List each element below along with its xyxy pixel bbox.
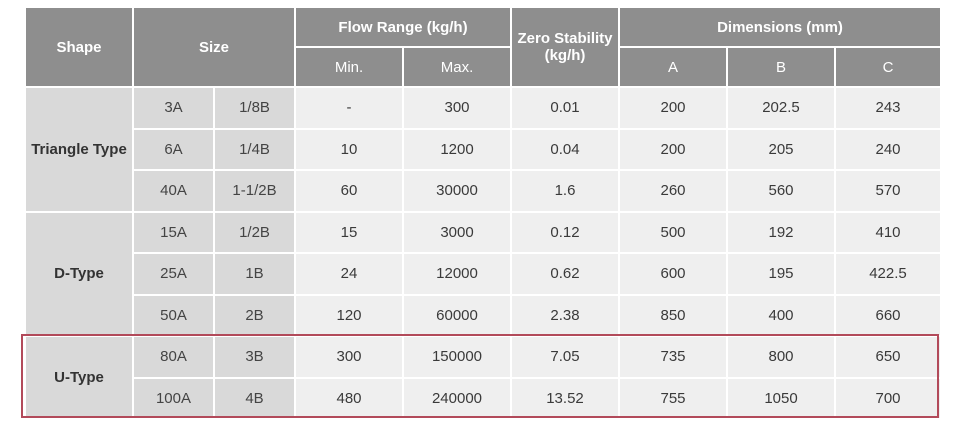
zero-cell: 0.01 xyxy=(510,86,620,130)
size-b-cell: 2B xyxy=(213,293,296,337)
a-cell: 600 xyxy=(618,252,728,296)
b-cell: 560 xyxy=(726,169,836,213)
header-zero-stability: Zero Stability (kg/h) xyxy=(510,6,620,88)
c-cell: 243 xyxy=(834,86,942,130)
header-c: C xyxy=(834,46,942,88)
b-cell: 400 xyxy=(726,293,836,337)
table-row: 6A 1/4B 10 1200 0.04 200 205 240 xyxy=(25,127,942,171)
zero-cell: 0.04 xyxy=(510,127,620,171)
b-cell: 800 xyxy=(726,335,836,379)
header-a: A xyxy=(618,46,728,88)
c-cell: 650 xyxy=(834,335,942,379)
size-b-cell: 1/8B xyxy=(213,86,296,130)
a-cell: 500 xyxy=(618,210,728,254)
b-cell: 1050 xyxy=(726,376,836,420)
header-shape: Shape xyxy=(24,6,134,88)
table-row: U-Type 80A 3B 300 150000 7.05 735 800 650 xyxy=(24,335,942,420)
shape-cell: D-Type xyxy=(24,210,134,337)
size-a-cell: 15A xyxy=(132,210,215,254)
b-cell: 195 xyxy=(726,252,836,296)
size-a-cell: 100A xyxy=(132,376,215,420)
c-cell: 570 xyxy=(834,169,942,213)
min-cell: 120 xyxy=(294,293,404,337)
size-b-cell: 1B xyxy=(213,252,296,296)
min-cell: 300 xyxy=(294,335,404,379)
header-dimensions: Dimensions (mm) xyxy=(618,6,942,48)
header-flow-range: Flow Range (kg/h) xyxy=(294,6,512,48)
size-a-cell: 3A xyxy=(132,86,215,130)
header-min: Min. xyxy=(294,46,404,88)
header-b: B xyxy=(726,46,836,88)
size-a-cell: 40A xyxy=(132,169,215,213)
a-cell: 850 xyxy=(618,293,728,337)
max-cell: 300 xyxy=(402,86,512,130)
min-cell: 15 xyxy=(294,210,404,254)
zero-cell: 0.62 xyxy=(510,252,620,296)
a-cell: 735 xyxy=(618,335,728,379)
table-row: 50A 2B 120 60000 2.38 850 400 660 xyxy=(25,293,942,337)
size-b-cell: 1-1/2B xyxy=(213,169,296,213)
spec-table-container: Shape Size Flow Range (kg/h) Zero Stabil… xyxy=(24,6,942,420)
table-row: 25A 1B 24 12000 0.62 600 195 422.5 xyxy=(25,252,942,296)
zero-cell: 7.05 xyxy=(510,335,620,379)
header-max: Max. xyxy=(402,46,512,88)
c-cell: 660 xyxy=(834,293,942,337)
size-b-cell: 4B xyxy=(213,376,296,420)
header-zero-stability-line2: (kg/h) xyxy=(544,47,586,64)
max-cell: 240000 xyxy=(402,376,512,420)
shape-cell: U-Type xyxy=(24,335,134,420)
size-b-cell: 1/4B xyxy=(213,127,296,171)
c-cell: 700 xyxy=(834,376,942,420)
c-cell: 410 xyxy=(834,210,942,254)
a-cell: 200 xyxy=(618,86,728,130)
max-cell: 12000 xyxy=(402,252,512,296)
table-body: Triangle Type 3A 1/8B -300 0.01 200 202.5 243 6A… xyxy=(24,86,942,420)
size-b-cell: 3B xyxy=(213,335,296,379)
max-cell: 1200 xyxy=(402,127,512,171)
zero-cell: 1.6 xyxy=(510,169,620,213)
min-cell: 10 xyxy=(294,127,404,171)
size-a-cell: 25A xyxy=(132,252,215,296)
table-row: 100A 4B 480 240000 13.52 755 1050 700 xyxy=(25,376,942,420)
size-a-cell: 6A xyxy=(132,127,215,171)
shape-cell: Triangle Type xyxy=(24,86,134,213)
header-size: Size xyxy=(132,6,296,88)
b-cell: 202.5 xyxy=(726,86,836,130)
table-row: Triangle Type 3A 1/8B -300 0.01 200 202.5 243 xyxy=(24,86,942,213)
spec-table: Shape Size Flow Range (kg/h) Zero Stabil… xyxy=(24,6,942,420)
a-cell: 200 xyxy=(618,127,728,171)
a-cell: 260 xyxy=(618,169,728,213)
max-cell: 150000 xyxy=(402,335,512,379)
max-cell: 3000 xyxy=(402,210,512,254)
zero-cell: 2.38 xyxy=(510,293,620,337)
table-row: D-Type 15A 1/2B 15 3000 0.12 500 192 410 xyxy=(24,210,942,337)
c-cell: 240 xyxy=(834,127,942,171)
min-cell: - xyxy=(294,86,404,130)
b-cell: 192 xyxy=(726,210,836,254)
size-a-cell: 80A xyxy=(132,335,215,379)
size-b-cell: 1/2B xyxy=(213,210,296,254)
min-cell: 24 xyxy=(294,252,404,296)
size-a-cell: 50A xyxy=(132,293,215,337)
min-cell: 480 xyxy=(294,376,404,420)
zero-cell: 13.52 xyxy=(510,376,620,420)
a-cell: 755 xyxy=(618,376,728,420)
b-cell: 205 xyxy=(726,127,836,171)
zero-cell: 0.12 xyxy=(510,210,620,254)
min-cell: 60 xyxy=(294,169,404,213)
max-cell: 60000 xyxy=(402,293,512,337)
table-row: 40A 1-1/2B 60 30000 1.6 260 560 570 xyxy=(25,169,942,213)
max-cell: 30000 xyxy=(402,169,512,213)
header-zero-stability-line1: Zero Stability xyxy=(517,30,613,47)
c-cell: 422.5 xyxy=(834,252,942,296)
